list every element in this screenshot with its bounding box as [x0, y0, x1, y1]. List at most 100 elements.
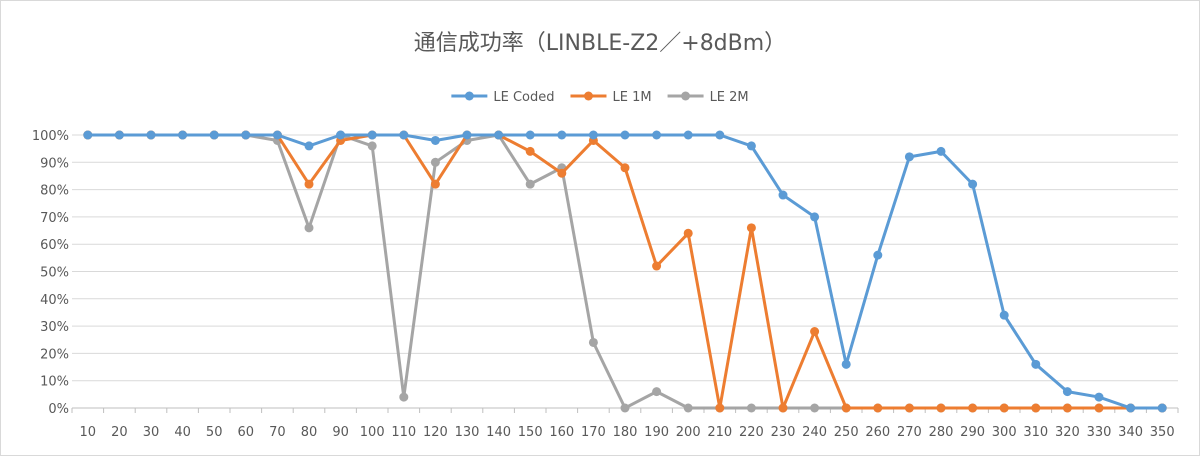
legend-item: LE 1M	[570, 90, 652, 105]
data-point	[1062, 403, 1072, 413]
x-tick-label: 130	[455, 425, 480, 440]
y-tick-label: 80%	[40, 184, 69, 199]
x-tick-label: 250	[834, 425, 859, 440]
legend-swatch-marker	[583, 91, 593, 101]
legend-label: LE 2M	[710, 90, 749, 105]
data-point	[968, 179, 978, 189]
data-point	[1094, 403, 1104, 413]
x-tick-label: 150	[518, 425, 543, 440]
data-point	[968, 403, 978, 413]
data-point	[367, 141, 377, 151]
legend-swatch-marker	[464, 91, 474, 101]
chart-title: 通信成功率（LINBLE-Z2／+8dBm）	[414, 31, 786, 56]
data-point	[683, 130, 693, 140]
data-point	[746, 223, 756, 233]
x-tick-label: 100	[360, 425, 385, 440]
data-point	[209, 130, 219, 140]
x-tick-label: 260	[865, 425, 890, 440]
data-point	[810, 212, 820, 222]
data-point	[652, 261, 662, 271]
series-le-coded	[83, 130, 1167, 413]
y-tick-label: 40%	[40, 293, 69, 308]
data-point	[525, 130, 535, 140]
x-tick-label: 160	[549, 425, 574, 440]
x-tick-label: 170	[581, 425, 606, 440]
x-tick-label: 310	[1023, 425, 1048, 440]
data-point	[620, 163, 630, 173]
data-point	[746, 141, 756, 151]
data-point	[399, 130, 409, 140]
x-tick-label: 40	[174, 425, 191, 440]
legend-item: LE 2M	[667, 90, 749, 105]
x-tick-label: 60	[238, 425, 255, 440]
data-point	[430, 135, 440, 145]
legend-swatch-marker	[681, 91, 691, 101]
data-point	[462, 130, 472, 140]
data-point	[241, 130, 251, 140]
legend: LE Coded LE 1M LE 2M	[451, 90, 749, 105]
data-point	[841, 359, 851, 369]
data-point	[1094, 392, 1104, 402]
data-point	[1031, 359, 1041, 369]
y-tick-label: 30%	[40, 320, 69, 335]
x-tick-label: 270	[897, 425, 922, 440]
data-point	[83, 130, 93, 140]
data-point	[430, 179, 440, 189]
data-point	[936, 403, 946, 413]
legend-item: LE Coded	[451, 90, 554, 105]
x-tick-label: 240	[802, 425, 827, 440]
data-point	[778, 190, 788, 200]
data-point	[810, 327, 820, 337]
data-point	[1126, 403, 1136, 413]
data-point	[557, 130, 567, 140]
data-point	[1062, 387, 1072, 397]
data-point	[304, 179, 314, 189]
data-point	[494, 130, 504, 140]
x-tick-label: 330	[1087, 425, 1112, 440]
data-point	[652, 387, 662, 397]
legend-label: LE 1M	[612, 90, 651, 105]
y-tick-label: 50%	[40, 266, 69, 281]
data-point	[588, 130, 598, 140]
data-point	[525, 146, 535, 156]
x-tick-label: 180	[613, 425, 638, 440]
data-point	[304, 223, 314, 233]
x-tick-label: 290	[960, 425, 985, 440]
data-point	[904, 152, 914, 162]
data-point	[557, 168, 567, 178]
series-layer	[83, 130, 1167, 413]
data-point	[652, 130, 662, 140]
data-point	[746, 403, 756, 413]
data-point	[1031, 403, 1041, 413]
data-point	[620, 403, 630, 413]
x-tick-label: 350	[1150, 425, 1175, 440]
x-tick-label: 200	[676, 425, 701, 440]
data-point	[999, 310, 1009, 320]
y-tick-label: 70%	[40, 211, 69, 226]
data-point	[304, 141, 314, 151]
data-point	[525, 179, 535, 189]
x-tick-label: 320	[1055, 425, 1080, 440]
x-tick-label: 70	[269, 425, 286, 440]
y-tick-label: 10%	[40, 375, 69, 390]
x-tick-label: 10	[80, 425, 97, 440]
x-tick-label: 220	[739, 425, 764, 440]
data-point	[683, 228, 693, 238]
data-point	[178, 130, 188, 140]
y-tick-label: 20%	[40, 347, 69, 362]
data-point	[873, 250, 883, 260]
data-point	[810, 403, 820, 413]
x-tick-label: 110	[391, 425, 416, 440]
data-point	[367, 130, 377, 140]
x-tick-label: 80	[301, 425, 318, 440]
data-point	[715, 403, 725, 413]
data-point	[620, 130, 630, 140]
data-point	[936, 146, 946, 156]
data-point	[114, 130, 124, 140]
x-tick-label: 90	[332, 425, 349, 440]
data-point	[715, 130, 725, 140]
data-point	[272, 130, 282, 140]
data-point	[399, 392, 409, 402]
